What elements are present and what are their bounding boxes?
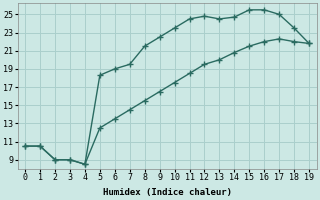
X-axis label: Humidex (Indice chaleur): Humidex (Indice chaleur) — [103, 188, 232, 197]
